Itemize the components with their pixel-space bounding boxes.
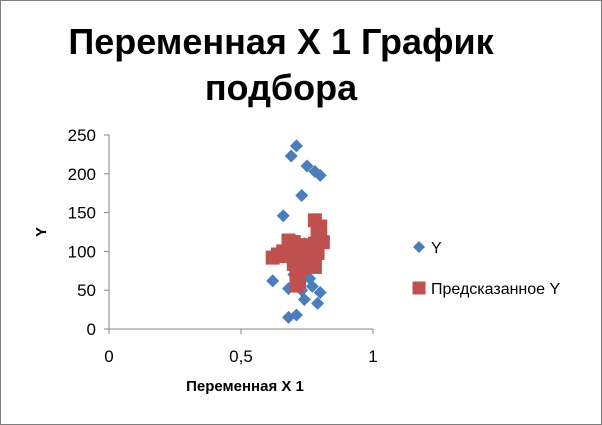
- data-point-y: [266, 274, 280, 288]
- x-axis-title: Переменная X 1: [186, 378, 304, 395]
- data-point-y: [295, 189, 309, 203]
- data-point-y: [289, 308, 303, 322]
- data-point-y: [311, 296, 325, 310]
- chart-title: Переменная X 1 График подбора: [68, 21, 494, 108]
- y-tick-label: 200: [68, 165, 96, 184]
- data-point-y: [300, 159, 314, 173]
- data-point-y: [313, 286, 327, 300]
- y-tick-label: 150: [68, 204, 96, 223]
- data-point-y: [297, 293, 311, 307]
- data-point-predicted-y: [265, 250, 280, 265]
- legend-marker-predicted-y: [412, 281, 426, 295]
- x-tick-label: 1: [368, 347, 377, 366]
- x-tick-label: 0,5: [229, 347, 253, 366]
- data-point-y: [289, 139, 303, 153]
- data-point-y: [284, 149, 298, 163]
- x-tick-label: 0: [104, 347, 113, 366]
- legend-marker-y: [413, 241, 425, 253]
- y-axis-title: Y: [33, 227, 50, 237]
- y-tick-label: 50: [77, 281, 96, 300]
- legend-label: Y: [431, 240, 442, 257]
- data-point-y: [276, 209, 290, 223]
- y-tick-label: 100: [68, 242, 96, 261]
- y-tick-label: 0: [87, 320, 96, 339]
- legend-label: Предсказанное Y: [431, 281, 561, 298]
- data-point-predicted-y: [307, 259, 322, 274]
- data-point-predicted-y: [289, 278, 304, 293]
- data-point-y: [313, 168, 327, 182]
- data-point-predicted-y: [284, 241, 299, 256]
- data-point-predicted-y: [313, 230, 328, 245]
- data-point-predicted-y: [305, 241, 320, 256]
- y-tick-label: 250: [68, 126, 96, 145]
